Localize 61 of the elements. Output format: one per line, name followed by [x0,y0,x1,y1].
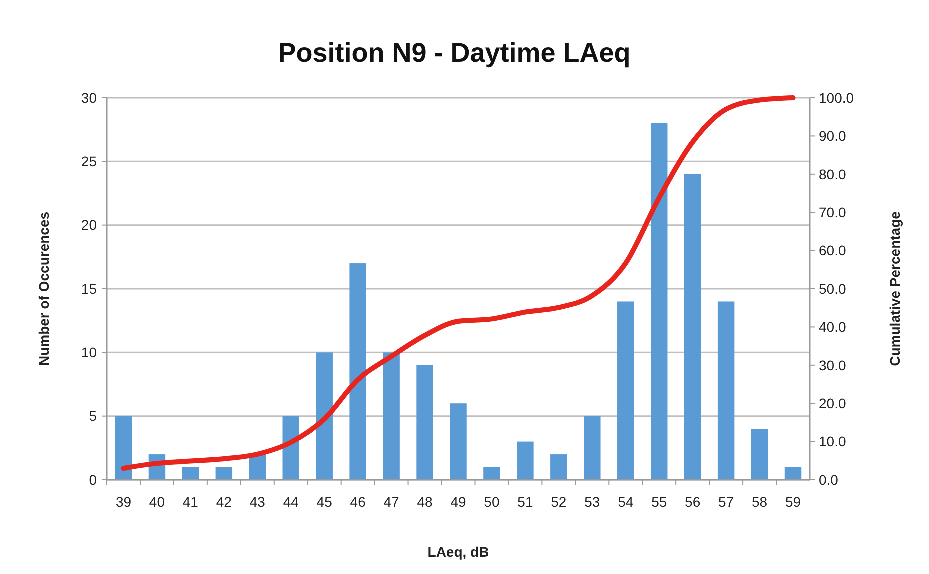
y2-tick-label: 60.0 [819,242,846,259]
x-tick-label: 41 [182,494,199,510]
y2-tick-label: 50.0 [819,280,846,297]
bar [718,302,735,480]
bar [450,404,467,480]
bar [316,352,333,480]
y2-tick-label: 90.0 [819,128,846,144]
bar [216,467,233,480]
bar [416,365,434,480]
x-tick-label: 49 [450,494,466,510]
x-tick-label: 47 [384,494,400,510]
y2-tick-label: 10.0 [819,434,846,450]
bar [383,352,400,480]
x-tick-label: 59 [785,494,802,510]
bar [684,174,702,480]
x-tick-label: 58 [752,494,768,510]
y-tick-label: 10 [81,344,98,361]
x-tick-label: 44 [283,494,300,510]
y-tick-label: 20 [81,217,98,234]
y2-tick-label: 80.0 [819,166,846,182]
y-tick-label: 5 [89,408,98,424]
y2-axis-title: Cumulative Percentage [887,211,903,366]
x-tick-label: 40 [149,494,166,510]
y-tick-label: 25 [81,154,98,170]
x-tick-label: 46 [350,494,366,510]
y-tick-label: 0 [89,472,98,488]
x-axis-title: LAeq, dB [428,544,490,560]
x-tick-label: 45 [316,494,333,510]
bar [584,416,601,480]
y-axis-title: Number of Occurences [36,212,52,366]
x-tick-label: 50 [484,494,500,510]
x-tick-label: 56 [685,494,701,510]
bar [484,467,500,480]
bar [751,429,768,480]
y-tick-label: 15 [81,280,98,297]
bar [182,467,200,480]
bar [550,454,568,480]
y2-tick-label: 30.0 [819,357,846,374]
chart-title: Position N9 - Daytime LAeq [278,38,631,68]
x-tick-label: 39 [116,494,132,510]
x-tick-label: 53 [584,494,600,510]
bar [650,123,668,480]
y2-tick-label: 40.0 [819,319,846,336]
x-tick-label: 42 [216,494,232,510]
x-tick-label: 57 [718,494,734,510]
bar [618,302,634,480]
bar [350,264,366,480]
x-tick-label: 43 [250,494,266,510]
y2-tick-label: 20.0 [819,396,846,412]
bar [115,416,132,480]
x-tick-label: 55 [652,494,668,510]
y2-tick-label: 0.0 [819,472,839,488]
y2-tick-label: 70.0 [819,204,846,220]
x-tick-label: 51 [518,494,534,510]
bar [784,467,802,480]
x-tick-label: 52 [551,494,567,510]
bar [517,442,534,480]
x-tick-label: 48 [417,494,434,510]
y2-tick-label: 100.0 [819,90,854,106]
x-tick-label: 54 [618,494,634,510]
y-tick-label: 30 [81,90,98,106]
